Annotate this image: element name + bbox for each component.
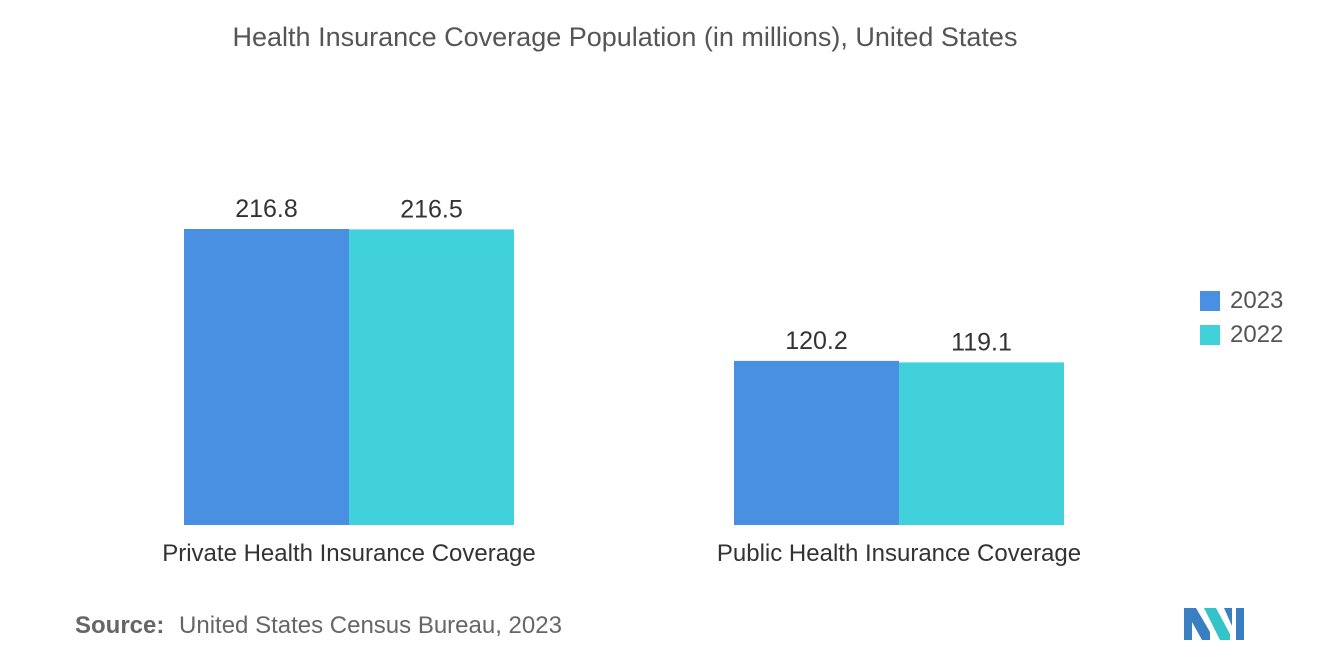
legend-item-2022: 2022 — [1200, 318, 1283, 352]
category-label-private: Private Health Insurance Coverage — [162, 540, 536, 567]
brand-logo-icon — [1184, 608, 1244, 640]
data-label-public-2023: 120.2 — [785, 327, 848, 355]
source-note: Source: United States Census Bureau, 202… — [75, 612, 562, 640]
data-label-public-2022: 119.1 — [951, 328, 1012, 356]
data-label-private-2022: 216.5 — [400, 195, 463, 223]
logo-right-bar — [1236, 608, 1244, 640]
logo-middle-stroke — [1204, 608, 1230, 640]
category-label-public: Public Health Insurance Coverage — [717, 540, 1081, 567]
legend-item-2023: 2023 — [1200, 284, 1283, 318]
bar-private-2022 — [349, 229, 514, 525]
logo-right-stroke — [1224, 608, 1232, 626]
chart-title: Health Insurance Coverage Population (in… — [232, 22, 1018, 52]
logo-left-stroke — [1184, 608, 1210, 640]
bar-public-2023 — [734, 360, 899, 525]
legend-swatch-2023 — [1200, 291, 1220, 311]
legend-swatch-2022 — [1200, 325, 1220, 345]
source-label: Source: — [75, 612, 165, 639]
legend-label-2023: 2023 — [1230, 287, 1284, 314]
legend-label-2022: 2022 — [1230, 321, 1284, 348]
chart-legend: 2023 2022 — [1200, 284, 1283, 352]
bar-private-2023 — [184, 229, 349, 525]
bar-public-2022 — [899, 362, 1064, 525]
data-label-private-2023: 216.8 — [235, 195, 298, 223]
source-text: United States Census Bureau, 2023 — [179, 612, 562, 639]
